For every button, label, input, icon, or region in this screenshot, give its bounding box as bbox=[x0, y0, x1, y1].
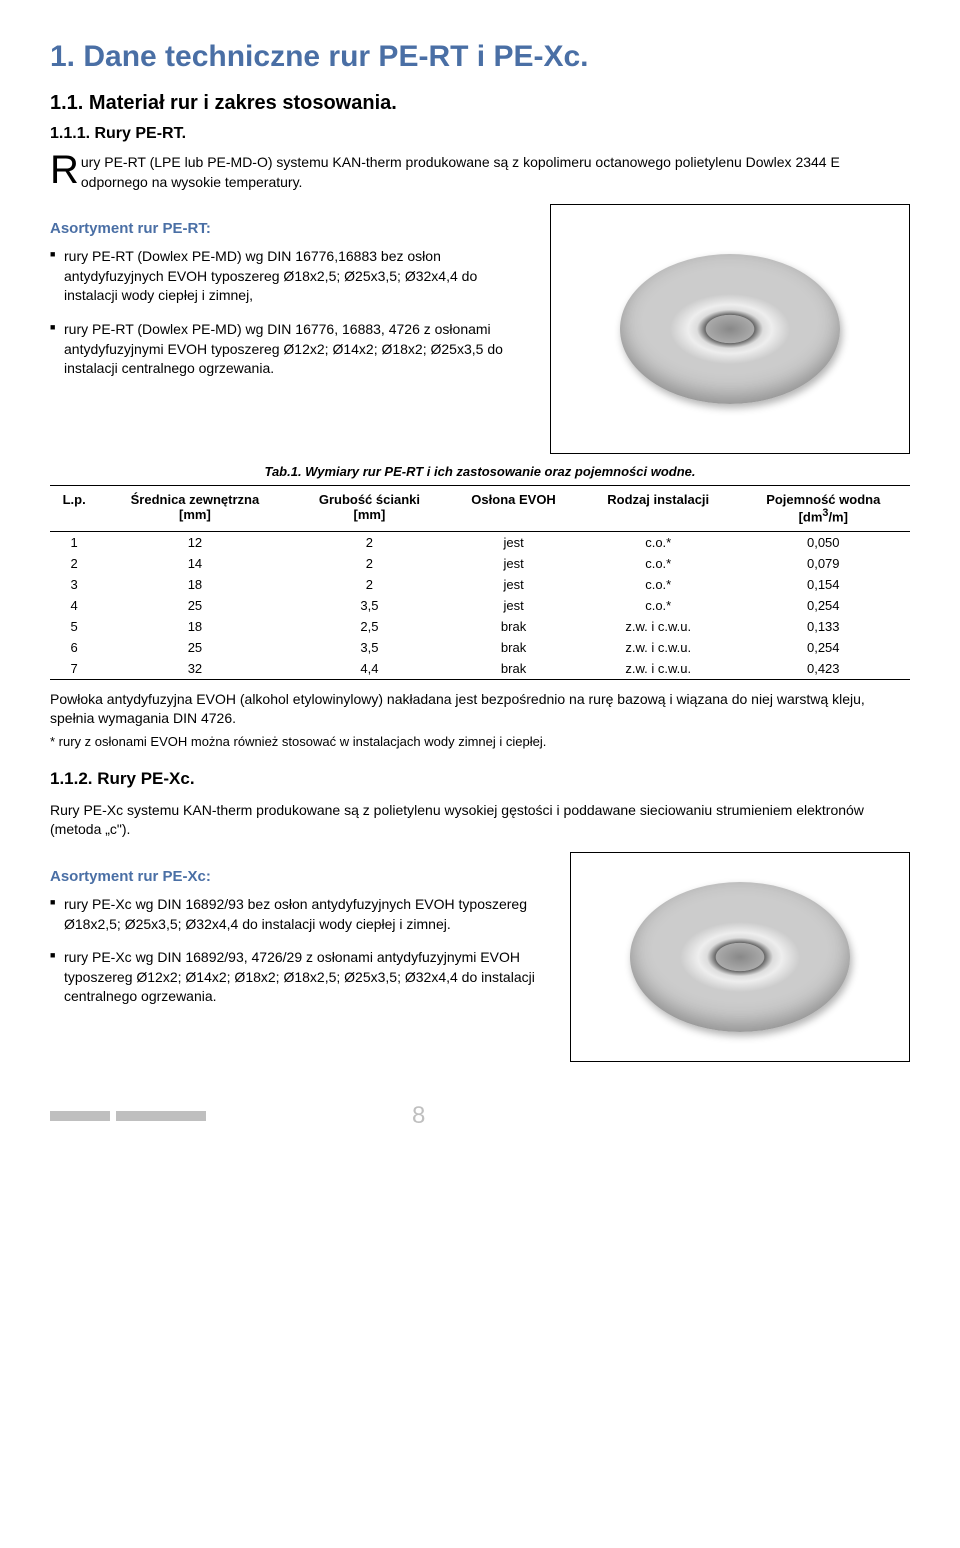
pipe-coil-graphic bbox=[630, 882, 850, 1032]
asort2-list: rury PE-Xc wg DIN 16892/93 bez osłon ant… bbox=[50, 895, 550, 1007]
table-header: L.p. bbox=[50, 486, 98, 531]
section-1-1: 1.1. Materiał rur i zakres stosowania. bbox=[50, 92, 910, 115]
table-row: 7324,4brakz.w. i c.w.u.0,423 bbox=[50, 658, 910, 680]
table-cell: 14 bbox=[98, 553, 291, 574]
table-cell: c.o.* bbox=[580, 531, 737, 553]
table-row: 4253,5jestc.o.*0,254 bbox=[50, 595, 910, 616]
table-cell: 4 bbox=[50, 595, 98, 616]
table-cell: 7 bbox=[50, 658, 98, 680]
pipe-coil-graphic bbox=[620, 254, 840, 404]
table-cell: 3 bbox=[50, 574, 98, 595]
asort1-title: Asortyment rur PE-RT: bbox=[50, 220, 530, 237]
table-cell: 0,154 bbox=[737, 574, 910, 595]
section-1-1-1: 1.1.1. Rury PE-RT. bbox=[50, 125, 910, 143]
table-cell: 18 bbox=[98, 616, 291, 637]
table-cell: jest bbox=[447, 595, 580, 616]
table-cell: brak bbox=[447, 658, 580, 680]
section-1-1-2: 1.1.2. Rury PE-Xc. bbox=[50, 769, 910, 789]
table-cell: 4,4 bbox=[292, 658, 448, 680]
table-header: Średnica zewnętrzna [mm] bbox=[98, 486, 291, 531]
table-cell: 2,5 bbox=[292, 616, 448, 637]
page-number: 8 bbox=[412, 1102, 427, 1130]
footer-segment bbox=[116, 1111, 206, 1121]
table-cell: 3,5 bbox=[292, 595, 448, 616]
table-row: 3182jestc.o.*0,154 bbox=[50, 574, 910, 595]
asort2-title: Asortyment rur PE-Xc: bbox=[50, 868, 550, 885]
table-cell: 2 bbox=[50, 553, 98, 574]
table-cell: z.w. i c.w.u. bbox=[580, 658, 737, 680]
dropcap: R bbox=[50, 153, 79, 187]
table-header: Rodzaj instalacji bbox=[580, 486, 737, 531]
list-item: rury PE-RT (Dowlex PE-MD) wg DIN 16776,1… bbox=[50, 247, 530, 306]
table-header: Grubość ścianki [mm] bbox=[292, 486, 448, 531]
table-header: Osłona EVOH bbox=[447, 486, 580, 531]
footer-segment bbox=[50, 1111, 110, 1121]
table-cell: 5 bbox=[50, 616, 98, 637]
table-cell: 6 bbox=[50, 637, 98, 658]
asort1-list: rury PE-RT (Dowlex PE-MD) wg DIN 16776,1… bbox=[50, 247, 530, 379]
table-row: 5182,5brakz.w. i c.w.u.0,133 bbox=[50, 616, 910, 637]
page-title: 1. Dane techniczne rur PE-RT i PE-Xc. bbox=[50, 40, 910, 74]
footer: 8 bbox=[50, 1102, 910, 1130]
table-cell: 0,423 bbox=[737, 658, 910, 680]
table-cell: c.o.* bbox=[580, 553, 737, 574]
table-cell: 25 bbox=[98, 637, 291, 658]
intro-paragraph: R ury PE-RT (LPE lub PE-MD-O) systemu KA… bbox=[50, 153, 910, 192]
table-cell: brak bbox=[447, 616, 580, 637]
table-cell: 0,133 bbox=[737, 616, 910, 637]
product-image-1 bbox=[550, 204, 910, 454]
table-cell: 25 bbox=[98, 595, 291, 616]
table-cell: 0,079 bbox=[737, 553, 910, 574]
list-item: rury PE-RT (Dowlex PE-MD) wg DIN 16776, … bbox=[50, 320, 530, 379]
pexc-intro: Rury PE-Xc systemu KAN-therm produkowane… bbox=[50, 801, 910, 840]
after-table-text: Powłoka antydyfuzyjna EVOH (alkohol etyl… bbox=[50, 690, 910, 729]
table-caption: Tab.1. Wymiary rur PE-RT i ich zastosowa… bbox=[50, 464, 910, 479]
list-item: rury PE-Xc wg DIN 16892/93 bez osłon ant… bbox=[50, 895, 550, 934]
table-cell: 0,254 bbox=[737, 595, 910, 616]
table-cell: 0,050 bbox=[737, 531, 910, 553]
product-image-2 bbox=[570, 852, 910, 1062]
table-cell: z.w. i c.w.u. bbox=[580, 616, 737, 637]
table-row: 2142jestc.o.*0,079 bbox=[50, 553, 910, 574]
table-cell: jest bbox=[447, 531, 580, 553]
table-cell: c.o.* bbox=[580, 574, 737, 595]
table-cell: jest bbox=[447, 574, 580, 595]
table-cell: 3,5 bbox=[292, 637, 448, 658]
table-cell: 2 bbox=[292, 574, 448, 595]
table-row: 6253,5brakz.w. i c.w.u.0,254 bbox=[50, 637, 910, 658]
table-cell: 0,254 bbox=[737, 637, 910, 658]
table-cell: c.o.* bbox=[580, 595, 737, 616]
table-cell: z.w. i c.w.u. bbox=[580, 637, 737, 658]
intro-text: ury PE-RT (LPE lub PE-MD-O) systemu KAN-… bbox=[81, 154, 840, 190]
table-cell: 2 bbox=[292, 531, 448, 553]
table-row: 1122jestc.o.*0,050 bbox=[50, 531, 910, 553]
table-cell: 32 bbox=[98, 658, 291, 680]
list-item: rury PE-Xc wg DIN 16892/93, 4726/29 z os… bbox=[50, 948, 550, 1007]
table-cell: jest bbox=[447, 553, 580, 574]
table-cell: brak bbox=[447, 637, 580, 658]
dimensions-table: L.p.Średnica zewnętrzna [mm]Grubość ścia… bbox=[50, 485, 910, 679]
table-cell: 2 bbox=[292, 553, 448, 574]
table-header: Pojemność wodna [dm3/m] bbox=[737, 486, 910, 531]
table-cell: 1 bbox=[50, 531, 98, 553]
footnote: * rury z osłonami EVOH można również sto… bbox=[50, 733, 910, 751]
table-cell: 18 bbox=[98, 574, 291, 595]
table-cell: 12 bbox=[98, 531, 291, 553]
